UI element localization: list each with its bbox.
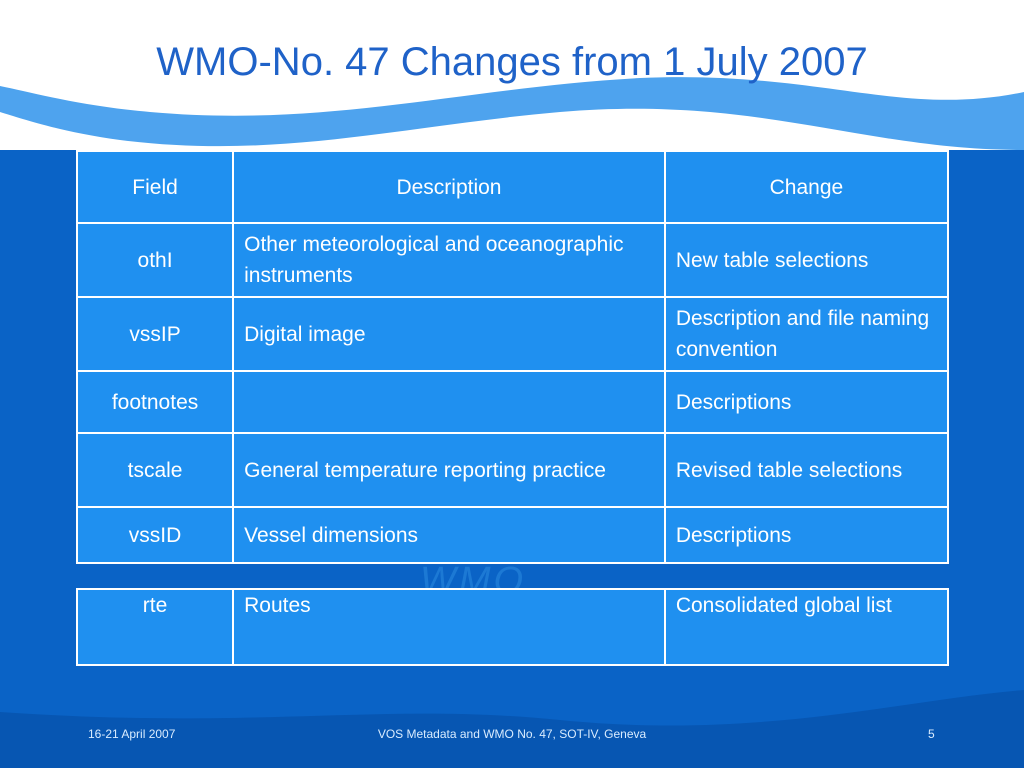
cell-change: Descriptions [663,370,950,434]
cell-field: vssIP [75,296,235,372]
column-header-description: Description [232,150,666,224]
cell-change: Consolidated global list [663,588,950,666]
cell-description: Other meteorological and oceanographic i… [232,222,666,298]
table-row: rte Routes Consolidated global list [75,588,950,666]
cell-description: Routes [232,588,666,666]
table-row: tscale General temperature reporting pra… [75,432,950,508]
table-row: footnotes Descriptions [75,370,950,434]
table-row: othI Other meteorological and oceanograp… [75,222,950,298]
table-row: vssIP Digital image Description and file… [75,296,950,372]
table-row: vssID Vessel dimensions Descriptions [75,506,950,564]
cell-field: vssID [75,506,235,564]
cell-change: New table selections [663,222,950,298]
cell-field: rte [75,588,235,666]
cell-field: footnotes [75,370,235,434]
cell-field: othI [75,222,235,298]
table-header-row: Field Description Change [75,150,950,224]
cell-change: Descriptions [663,506,950,564]
page-number: 5 [928,727,935,741]
footer-date: 16-21 April 2007 [88,727,176,741]
slide-title: WMO-No. 47 Changes from 1 July 2007 [156,40,868,84]
cell-description: Digital image [232,296,666,372]
cell-description: Vessel dimensions [232,506,666,564]
column-header-change: Change [663,150,950,224]
routes-table: rte Routes Consolidated global list [75,588,950,666]
cell-change: Revised table selections [663,432,950,508]
cell-change: Description and file naming convention [663,296,950,372]
column-header-field: Field [75,150,235,224]
footer-event: VOS Metadata and WMO No. 47, SOT-IV, Gen… [377,727,647,741]
cell-description: General temperature reporting practice [232,432,666,508]
cell-field: tscale [75,432,235,508]
cell-description [232,370,666,434]
changes-table: Field Description Change othI Other mete… [75,150,950,564]
